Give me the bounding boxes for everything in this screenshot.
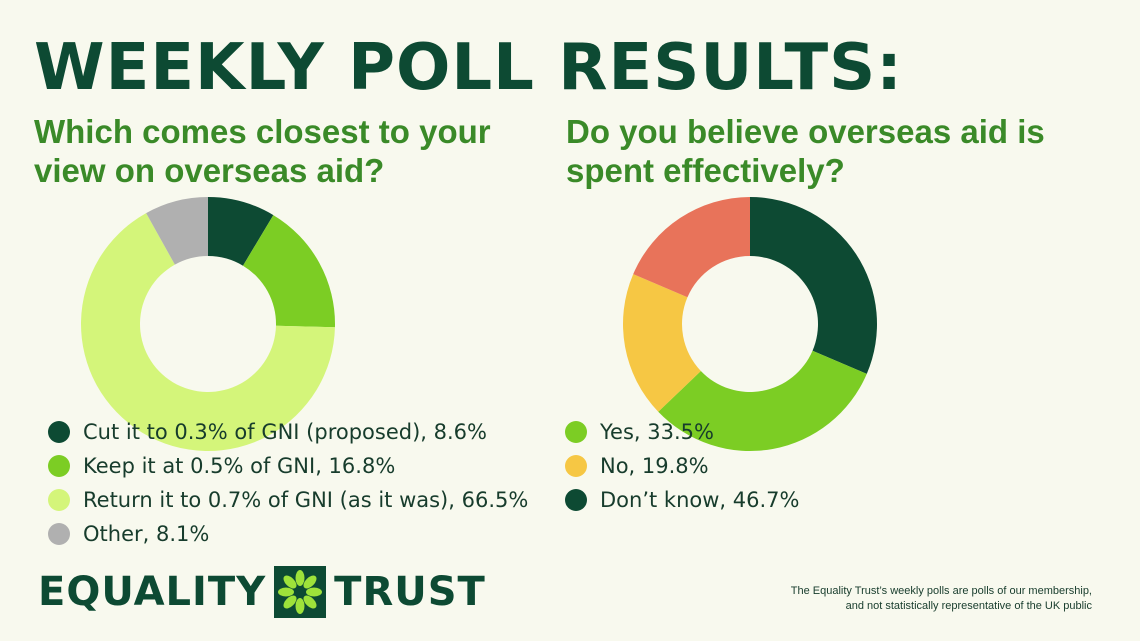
equality-trust-logo: EQUALITY TRUST (38, 562, 486, 622)
legend-swatch (48, 489, 70, 511)
legend-swatch (48, 421, 70, 443)
chart-2-slice-4 (633, 197, 750, 298)
legend-item: Keep it at 0.5% of GNI, 16.8% (48, 449, 528, 483)
legend-swatch (48, 455, 70, 477)
chart-1-slice-2 (242, 215, 335, 328)
legend-item: Return it to 0.7% of GNI (as it was), 66… (48, 483, 528, 517)
chart-1-title: Which comes closest to your view on over… (34, 113, 491, 189)
chart-1-legend: Cut it to 0.3% of GNI (proposed), 8.6% K… (48, 415, 528, 551)
donut-chart-aid-effectiveness (623, 197, 877, 451)
legend-label: Cut it to 0.3% of GNI (proposed), 8.6% (83, 420, 487, 444)
legend-item: Other, 8.1% (48, 517, 528, 551)
legend-swatch (48, 523, 70, 545)
chart-2-slice-3 (623, 274, 701, 412)
logo-text-right: TRUST (334, 569, 486, 615)
page-title: WEEKLY POLL RESULTS: (34, 31, 903, 105)
legend-item: No, 19.8% (565, 449, 799, 483)
legend-label: Other, 8.1% (83, 522, 210, 546)
donut-chart-overseas-aid-view (80, 197, 335, 451)
legend-label: Don’t know, 46.7% (600, 488, 800, 512)
chart-1-slice-3 (80, 213, 335, 451)
legend-label: No, 19.8% (600, 454, 709, 478)
chart-1-slice-1 (208, 197, 274, 266)
asterisk-flower-icon (274, 566, 327, 618)
legend-label: Keep it at 0.5% of GNI, 16.8% (83, 454, 396, 478)
legend-label: Return it to 0.7% of GNI (as it was), 66… (83, 488, 529, 512)
legend-item: Don’t know, 46.7% (565, 483, 799, 517)
disclaimer-line-1: The Equality Trust’s weekly polls are po… (790, 585, 1092, 597)
disclaimer-line-2: and not statistically representative of … (845, 600, 1092, 612)
poll-disclaimer: The Equality Trust’s weekly polls are po… (732, 584, 1092, 614)
chart-2-slice-1 (750, 197, 877, 374)
legend-item: Yes, 33.5% (565, 415, 799, 449)
legend-item: Cut it to 0.3% of GNI (proposed), 8.6% (48, 415, 528, 449)
legend-swatch (565, 489, 587, 511)
logo-text-left: EQUALITY (38, 569, 267, 615)
legend-label: Yes, 33.5% (600, 420, 714, 444)
legend-swatch (565, 455, 587, 477)
chart-1-slice-4 (146, 197, 208, 265)
chart-2-slice-2 (658, 350, 867, 451)
legend-swatch (565, 421, 587, 443)
chart-2-legend: Yes, 33.5% No, 19.8% Don’t know, 46.7% (565, 415, 799, 517)
chart-2-title: Do you believe overseas aid is spent eff… (566, 113, 1045, 189)
